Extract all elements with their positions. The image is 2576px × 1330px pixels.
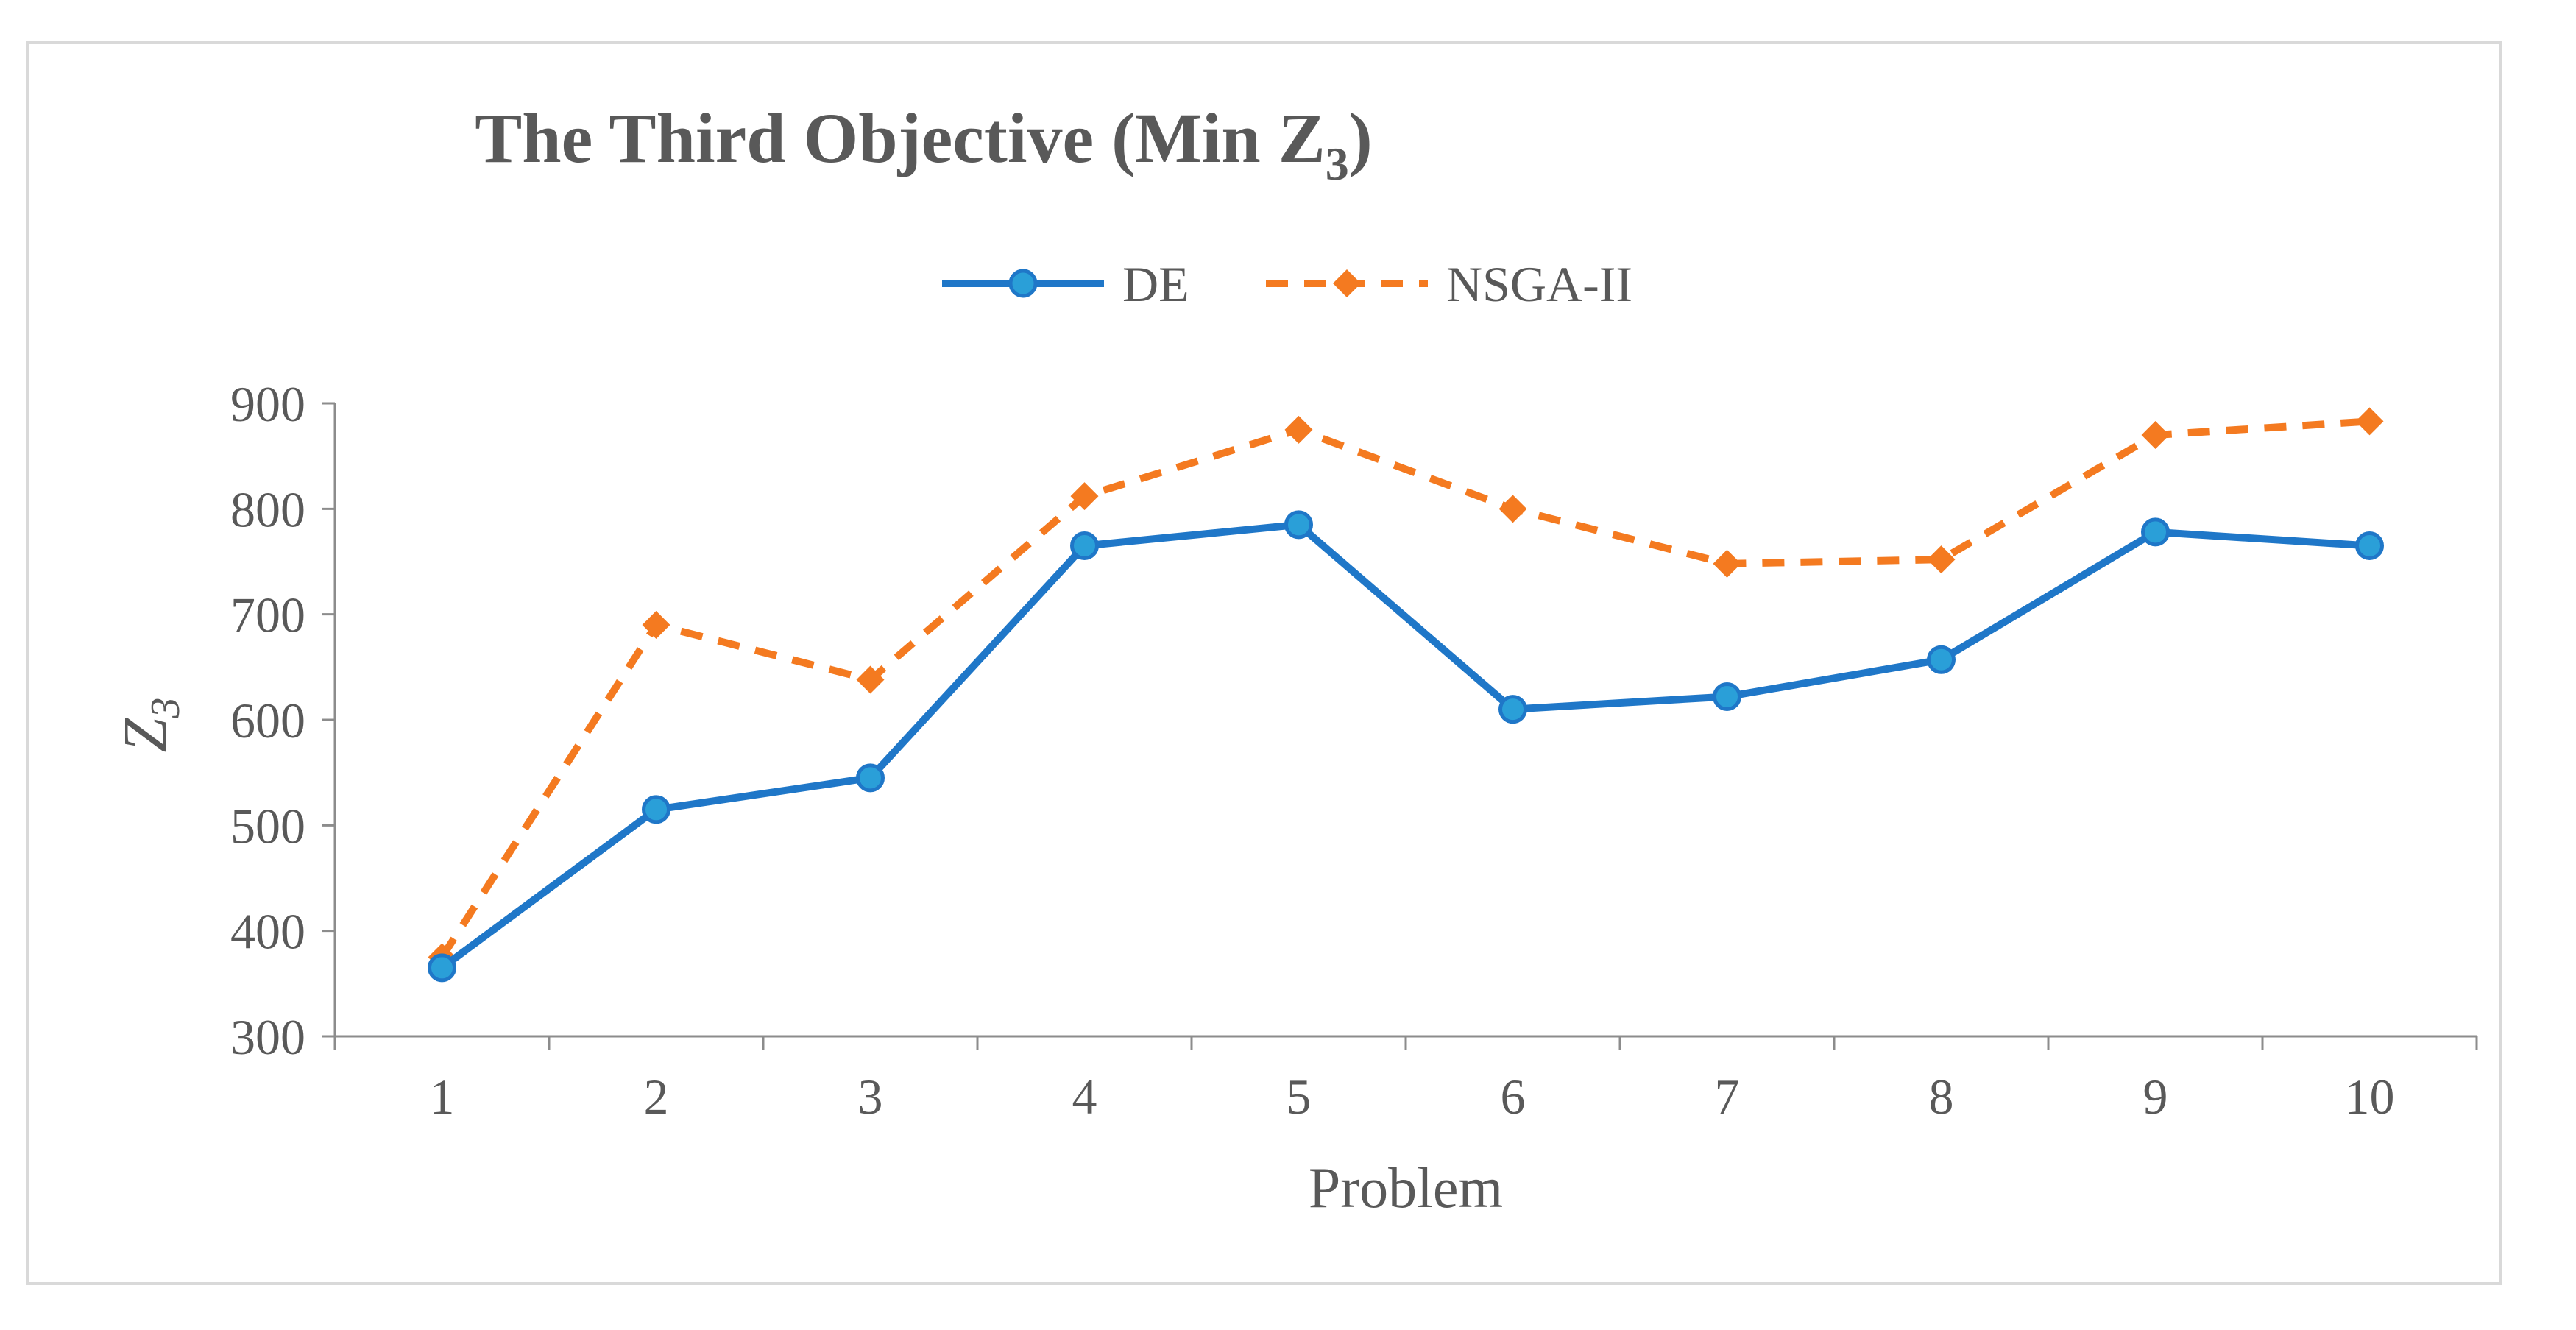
series-line [438, 520, 2374, 972]
x-tick-label: 9 [2143, 1069, 2168, 1125]
data-point [642, 611, 670, 639]
legend: DE NSGA-II [942, 256, 1632, 312]
x-tick-label: 2 [644, 1069, 669, 1125]
data-point [1713, 682, 1741, 711]
axes [322, 402, 2478, 1050]
data-point [1070, 482, 1099, 511]
data-point [856, 763, 885, 793]
x-tick-label: 7 [1715, 1069, 1740, 1125]
legend-item-nsga-ii: NSGA-II [1266, 256, 1632, 312]
chart-frame [26, 41, 2502, 1285]
x-tick-label: 3 [858, 1069, 883, 1125]
data-point [1927, 545, 1956, 574]
data-point [642, 795, 670, 824]
series-layer [428, 407, 2384, 983]
chart-title-close: ) [1349, 99, 1373, 177]
series-nsga-ii [428, 407, 2384, 972]
data-point [1284, 415, 1313, 444]
series-de [428, 510, 2384, 983]
data-point [2355, 531, 2384, 560]
y-tick-label: 500 [230, 798, 305, 854]
y-tick-label: 600 [230, 693, 305, 749]
data-point [1927, 645, 1956, 674]
svg-text:Z3: Z3 [111, 698, 188, 753]
x-tick-label: 1 [430, 1069, 455, 1125]
chart-title: The Third Objective (Min Z3) [475, 99, 1373, 190]
data-point [2355, 407, 2384, 436]
x-tick-label: 4 [1072, 1069, 1097, 1125]
y-tick-label: 700 [230, 587, 305, 643]
data-point [1713, 549, 1741, 578]
x-tick-label: 6 [1501, 1069, 1526, 1125]
x-axis-label: Problem [1309, 1156, 1503, 1220]
legend-label: DE [1122, 256, 1189, 312]
data-point [428, 953, 456, 983]
y-tick-label: 800 [230, 481, 305, 537]
tick-labels: 300 400 500 600 700 800 900 1 2 3 4 5 6 7 8 9 10 [230, 376, 2395, 1125]
legend-item-de: DE [942, 256, 1189, 312]
x-tick-label: 8 [1929, 1069, 1954, 1125]
x-tick-label: 5 [1287, 1069, 1312, 1125]
data-point [1498, 495, 1527, 523]
series-line [439, 417, 2370, 960]
legend-marker [1333, 269, 1361, 297]
data-point [1284, 510, 1313, 540]
legend-label: NSGA-II [1446, 256, 1632, 312]
chart-title-subscript: 3 [1326, 138, 1349, 190]
data-point [856, 665, 885, 694]
x-tick-label: 10 [2345, 1069, 2395, 1125]
data-point [1498, 695, 1527, 724]
data-point [2141, 517, 2170, 547]
data-point [2141, 421, 2170, 449]
y-axis-label-main: Z [111, 717, 180, 752]
y-tick-label: 400 [230, 904, 305, 960]
y-axis-label: Z3 [111, 698, 188, 753]
y-axis-label-subscript: 3 [143, 698, 188, 719]
chart-title-main: The Third Objective (Min Z [475, 99, 1326, 177]
data-point [1070, 531, 1099, 560]
y-tick-label: 900 [230, 376, 305, 432]
legend-marker [1008, 269, 1038, 298]
y-tick-label: 300 [230, 1009, 305, 1065]
